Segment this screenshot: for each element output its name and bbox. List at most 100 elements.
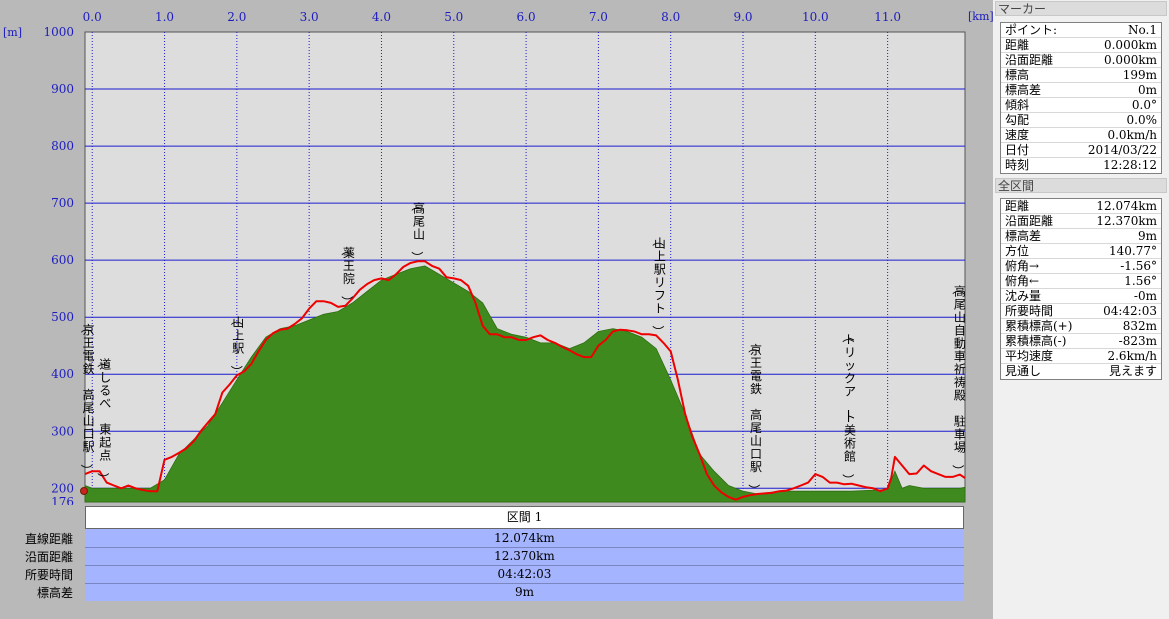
- info-row: 標高差 9m: [1001, 229, 1161, 244]
- info-value: No.1: [1128, 23, 1157, 37]
- elevation-chart[interactable]: （京王電鉄 高尾山口駅）（道しるべ 東起点）（山上駅）（薬王院）（高尾山）（山上…: [0, 0, 993, 505]
- row-divider: [85, 547, 964, 548]
- info-row: 標高 199m: [1001, 68, 1161, 83]
- info-label: 傾斜: [1005, 98, 1030, 112]
- info-row: ポイント: No.1: [1001, 23, 1161, 38]
- info-value: 12.074km: [1096, 199, 1157, 213]
- total-panel-title: 全区間: [995, 178, 1167, 193]
- marker-panel-title: マーカー: [995, 1, 1167, 16]
- marker-panel: ポイント: No.1 距離 0.000km 沿面距離 0.000km 標高 199m 標…: [1000, 22, 1162, 174]
- x-unit-label: [km]: [968, 10, 993, 23]
- info-row: 所要時間 04:42:03: [1001, 304, 1161, 319]
- info-value: 04:42:03: [1103, 304, 1157, 318]
- info-value: 0.0km/h: [1107, 128, 1157, 142]
- info-row: 累積標高(+) 832m: [1001, 319, 1161, 334]
- annotation-label: （京王電鉄 高尾山口駅）: [747, 341, 762, 496]
- x-tick-label: 4.0: [372, 10, 391, 24]
- info-row: 距離 0.000km: [1001, 38, 1161, 53]
- section-header: 区間 1: [85, 506, 964, 529]
- info-row: 傾斜 0.0°: [1001, 98, 1161, 113]
- row-divider: [85, 583, 964, 584]
- y-tick-label: 400: [51, 367, 74, 381]
- x-tick-label: 10.0: [802, 10, 829, 24]
- info-label: 日付: [1005, 143, 1030, 157]
- x-tick-label: 6.0: [517, 10, 536, 24]
- info-row: 距離 12.074km: [1001, 199, 1161, 214]
- info-value: 12.370km: [1096, 214, 1157, 228]
- info-value: 2014/03/22: [1087, 143, 1157, 157]
- annotation-layer: （京王電鉄 高尾山口駅）（道しるべ 東起点）（山上駅）（薬王院）（高尾山）（山上…: [80, 199, 966, 496]
- y-tick-label: 300: [51, 424, 74, 438]
- annotation-label: （京王電鉄 高尾山口駅）: [80, 321, 95, 476]
- info-label: 速度: [1005, 128, 1030, 142]
- x-tick-label: 11.0: [874, 10, 901, 24]
- info-value: 0m: [1137, 83, 1157, 97]
- y-tick-label: 600: [51, 253, 74, 267]
- y-tick-label: 1000: [43, 25, 74, 39]
- y-tick-label: 700: [51, 196, 74, 210]
- info-label: 沿面距離: [1005, 53, 1054, 67]
- info-value: 12:28:12: [1103, 158, 1157, 172]
- x-tick-label: 7.0: [589, 10, 608, 24]
- terrain-area: [84, 265, 966, 503]
- info-label: 方位: [1005, 244, 1030, 258]
- info-value: -1.56°: [1120, 259, 1157, 273]
- info-label: 平均速度: [1005, 349, 1054, 363]
- row-value: 04:42:03: [85, 565, 964, 583]
- info-row: 勾配 0.0%: [1001, 113, 1161, 128]
- table-row: 標高差 9m: [0, 583, 993, 601]
- info-row: 沈み量 -0m: [1001, 289, 1161, 304]
- row-value: 12.370km: [85, 547, 964, 565]
- row-label: 沿面距離: [24, 550, 73, 564]
- info-label: 標高差: [1005, 229, 1042, 243]
- info-row: 速度 0.0km/h: [1001, 128, 1161, 143]
- info-row: 時刻 12:28:12: [1001, 158, 1161, 173]
- y-tick-label: 500: [51, 310, 74, 324]
- x-tick-label: 3.0: [300, 10, 319, 24]
- annotation-label: （山上駅リフト）: [651, 234, 666, 337]
- x-tick-labels: 0.0 1.0 2.0 3.0 4.0 5.0 6.0 7.0 8.0 9.0 10.0 11.0: [83, 10, 901, 24]
- annotation-label: （山上駅）: [229, 313, 244, 377]
- info-value: -823m: [1118, 334, 1157, 348]
- info-row: 見通し 見えます: [1001, 364, 1161, 379]
- section-label: 区間 1: [506, 510, 543, 524]
- row-value: 9m: [85, 583, 964, 601]
- info-value: 9m: [1137, 229, 1157, 243]
- total-panel: 距離 12.074km 沿面距離 12.370km 標高差 9m 方位 140.77° …: [1000, 198, 1162, 380]
- info-label: 俯角←: [1005, 274, 1040, 288]
- y-tick-label: 200: [51, 481, 74, 495]
- info-label: 累積標高(+): [1005, 319, 1073, 333]
- info-row: 沿面距離 0.000km: [1001, 53, 1161, 68]
- grid-lines: [85, 32, 965, 502]
- info-label: 所要時間: [1005, 304, 1054, 318]
- info-label: 累積標高(-): [1005, 334, 1067, 348]
- x-tick-label: 8.0: [661, 10, 680, 24]
- info-value: 2.6km/h: [1107, 349, 1157, 363]
- route-line: [84, 260, 966, 501]
- chart-area: （京王電鉄 高尾山口駅） （道しるべ 東起点） （山上駅） （薬王院） （高尾山） （山上…: [0, 0, 993, 619]
- row-divider: [85, 565, 964, 566]
- info-value: 0.0°: [1131, 98, 1157, 112]
- info-label: 距離: [1005, 38, 1030, 52]
- annotation-label: （トリックアート美術館）: [841, 331, 856, 486]
- x-tick-label: 0.0: [83, 10, 102, 24]
- y-tick-label: 900: [51, 82, 74, 96]
- info-row: 俯角→ -1.56°: [1001, 259, 1161, 274]
- x-tick-label: 9.0: [733, 10, 752, 24]
- info-value: 0.0%: [1126, 113, 1158, 127]
- info-value: 140.77°: [1109, 244, 1157, 258]
- info-value: 0.000km: [1103, 53, 1157, 67]
- info-label: 沿面距離: [1005, 214, 1054, 228]
- x-tick-label: 2.0: [227, 10, 246, 24]
- info-value: -0m: [1133, 289, 1157, 303]
- info-label: 見通し: [1005, 364, 1042, 378]
- info-label: 勾配: [1005, 113, 1030, 127]
- table-row: 沿面距離 12.370km: [0, 547, 993, 565]
- x-tick-label: 5.0: [444, 10, 463, 24]
- info-value: 1.56°: [1124, 274, 1157, 288]
- info-row: 沿面距離 12.370km: [1001, 214, 1161, 229]
- info-value: 832m: [1122, 319, 1157, 333]
- info-label: 標高差: [1005, 83, 1042, 97]
- start-marker[interactable]: [80, 487, 88, 495]
- y-unit-label: [m]: [3, 26, 22, 39]
